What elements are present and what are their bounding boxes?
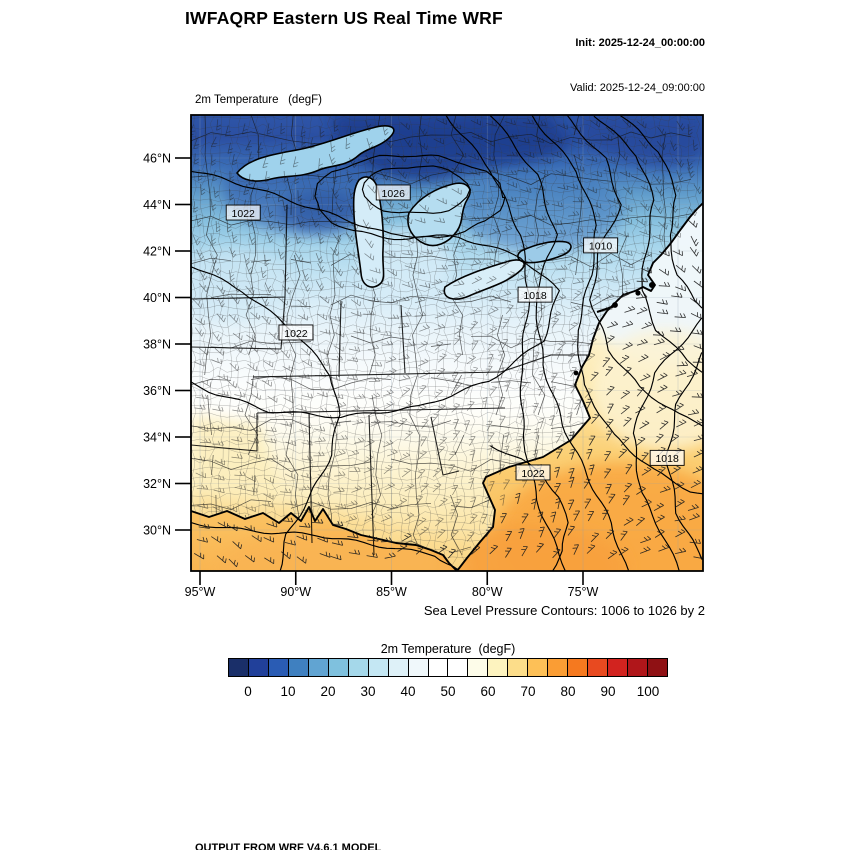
colorbar-cell [428, 659, 449, 676]
valid-datetime: Valid: 2025-12-24_09:00:00 [570, 82, 705, 94]
pressure-contour [566, 115, 703, 427]
colorbar-cell [588, 659, 609, 676]
init-datetime: Init: 2025-12-24_00:00:00 [575, 37, 705, 49]
colorbar-tick-label: 100 [636, 684, 660, 699]
colorbar-cell [368, 659, 389, 676]
pressure-contour [445, 115, 566, 571]
svg-text:1022: 1022 [232, 208, 256, 220]
colorbar-cell [248, 659, 269, 676]
longitude-tick-label: 80°W [472, 585, 503, 599]
svg-text:1010: 1010 [589, 241, 613, 253]
page-title: IWFAQRP Eastern US Real Time WRF [185, 8, 503, 28]
svg-text:1022: 1022 [284, 328, 308, 340]
svg-text:1026: 1026 [382, 188, 406, 200]
latitude-tick-label: 30°N [143, 523, 171, 537]
longitude-tick-label: 75°W [568, 585, 599, 599]
lake-erie [443, 259, 525, 300]
pressure-contour [531, 115, 703, 495]
colorbar-tick-label: 80 [560, 684, 576, 699]
colorbar-tick-label: 30 [360, 684, 376, 699]
colorbar-tick-label: 90 [600, 684, 616, 699]
colorbar [228, 658, 668, 677]
pressure-contour [191, 170, 560, 419]
svg-text:1022: 1022 [521, 468, 545, 480]
contour-range-caption: Sea Level Pressure Contours: 1006 to 102… [423, 603, 705, 618]
pressure-contour [490, 445, 569, 571]
svg-text:1018: 1018 [655, 453, 679, 465]
pressure-contour [632, 317, 703, 571]
svg-text:1018: 1018 [523, 290, 547, 302]
pressure-contour [620, 115, 703, 309]
pressure-label: 1022 [515, 464, 551, 481]
colorbar-cell [288, 659, 309, 676]
colorbar-cell [528, 659, 549, 676]
map-axes: 46°N 44°N 42°N 40°N 38°N 36°N 34°N 32°N 30°N 95°W… [143, 151, 598, 599]
colorbar-cell [648, 659, 667, 676]
colorbar-cell [448, 659, 469, 676]
latitude-tick-label: 42°N [143, 244, 171, 258]
latitude-tick-label: 38°N [143, 337, 171, 351]
pressure-label: 1022 [225, 204, 261, 221]
latitude-tick-label: 40°N [143, 291, 171, 305]
colorbar-cell [508, 659, 529, 676]
pressure-label: 1010 [583, 237, 619, 254]
pressure-label: 1022 [278, 324, 314, 341]
map-frame [190, 114, 704, 572]
longitude-tick-label: 90°W [280, 585, 311, 599]
colorbar-cell [628, 659, 649, 676]
map-canvas: 1022 1026 1010 1018 1022 1022 1018 [190, 114, 704, 572]
pressure-label: 1018 [649, 449, 685, 466]
colorbar-cell [348, 659, 369, 676]
colorbar-cell [268, 659, 289, 676]
great-lakes [236, 125, 572, 300]
map-figure: 1022 1026 1010 1018 1022 1022 1018 46°N 44°N 42°… [143, 114, 704, 599]
latitude-tick-label: 36°N [143, 384, 171, 398]
wind-barbs [191, 118, 703, 568]
pressure-label: 1026 [375, 184, 411, 201]
run-datetime-block: Init: 2025-12-24_00:00:00 Valid: 2025-12… [570, 6, 705, 126]
lake-superior [236, 125, 395, 182]
pressure-contour [361, 165, 472, 214]
longitude-tick-label: 95°W [185, 585, 216, 599]
pressure-label: 1018 [517, 286, 553, 303]
colorbar-tick-label: 60 [480, 684, 496, 699]
lake-ontario [517, 240, 572, 264]
colorbar-cell [468, 659, 489, 676]
pressure-contour [191, 522, 459, 571]
colorbar-tick-labels: 0 10 20 30 40 50 60 70 80 90 100 [228, 684, 668, 702]
field-legend-temperature: 2m Temperature (degF) [195, 94, 322, 106]
colorbar-cell [568, 659, 589, 676]
latitude-tick-label: 44°N [143, 198, 171, 212]
colorbar-cell [328, 659, 349, 676]
pressure-contour [314, 154, 506, 241]
colorbar-tick-label: 70 [520, 684, 536, 699]
pressure-contour [489, 115, 630, 571]
colorbar-tick-label: 20 [320, 684, 336, 699]
colorbar-cell [229, 659, 249, 676]
colorbar-tick-label: 50 [440, 684, 456, 699]
colorbar-cell [488, 659, 509, 676]
latitude-tick-label: 34°N [143, 430, 171, 444]
latitude-tick-label: 32°N [143, 477, 171, 491]
colorbar-cell [388, 659, 409, 676]
colorbar-cell [608, 659, 629, 676]
pressure-contour [191, 266, 341, 571]
colorbar-tick-label: 10 [280, 684, 296, 699]
colorbar-tick-label: 0 [244, 684, 252, 699]
footer-model-version: OUTPUT FROM WRF V4.6.1 MODEL [195, 842, 382, 850]
colorbar-cell [308, 659, 329, 676]
footer-model-info: OUTPUT FROM WRF V4.6.1 MODEL WE = 310 ; … [195, 810, 644, 850]
colorbar-cell [408, 659, 429, 676]
colorbar-tick-label: 40 [400, 684, 416, 699]
colorbar-title: 2m Temperature (degF) [380, 642, 516, 656]
pressure-contour-labels: 1022 1026 1010 1018 1022 1022 1018 [225, 184, 685, 481]
latitude-tick-label: 46°N [143, 151, 171, 165]
colorbar-cell [548, 659, 569, 676]
longitude-tick-label: 85°W [376, 585, 407, 599]
